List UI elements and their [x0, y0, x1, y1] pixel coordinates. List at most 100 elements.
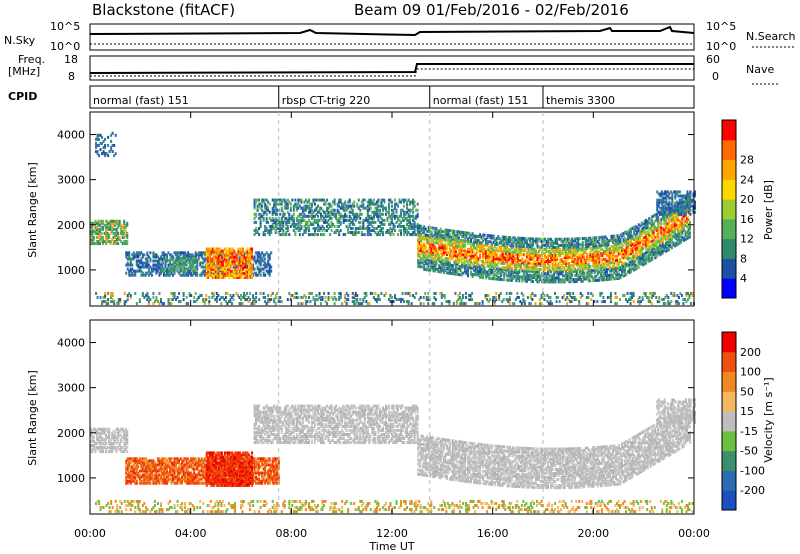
- range-gate-cell: [565, 272, 568, 276]
- range-gate-cell: [596, 258, 599, 262]
- range-gate-cell: [536, 272, 539, 276]
- range-gate-cell: [595, 244, 598, 248]
- range-gate-cell: [639, 232, 642, 236]
- range-gate-cell: [664, 229, 667, 233]
- range-gate-cell: [345, 224, 348, 228]
- range-gate-cell: [639, 224, 642, 228]
- range-gate-cell: [232, 263, 235, 267]
- range-gate-cell: [407, 220, 410, 224]
- range-gate-cell: [513, 270, 516, 274]
- range-gate-cell: [245, 257, 248, 261]
- range-gate-cell: [184, 257, 187, 261]
- range-gate-cell: [251, 273, 254, 277]
- range-gate-cell: [424, 227, 427, 231]
- range-gate-cell: [459, 246, 462, 250]
- range-gate-cell: [407, 208, 410, 212]
- range-gate-cell: [510, 250, 513, 254]
- range-gate-cell: [648, 247, 651, 251]
- range-gate-cell: [507, 278, 510, 282]
- range-gate-cell: [607, 243, 610, 247]
- range-gate-cell: [211, 275, 214, 279]
- range-gate-cell: [470, 246, 473, 250]
- range-gate-cell: [605, 277, 608, 281]
- range-gate-cell: [433, 230, 436, 234]
- range-gate-cell: [655, 245, 658, 249]
- range-gate-cell: [420, 251, 423, 255]
- range-gate-cell: [347, 218, 350, 222]
- range-gate-cell: [539, 237, 542, 241]
- range-gate-cell: [492, 252, 495, 256]
- range-gate-cell: [637, 241, 640, 245]
- range-gate-cell: [202, 261, 205, 265]
- range-gate-cell: [661, 233, 664, 237]
- range-gate-cell: [592, 262, 595, 266]
- range-gate-cell: [410, 233, 413, 237]
- range-gate-cell: [624, 251, 627, 255]
- range-gate-cell: [264, 204, 267, 208]
- range-gate-cell: [575, 245, 578, 249]
- range-gate-cell: [182, 261, 185, 265]
- range-gate-cell: [235, 263, 238, 267]
- range-gate-cell: [581, 275, 584, 279]
- range-gate-cell: [509, 238, 512, 242]
- range-gate-cell: [559, 268, 562, 272]
- range-gate-cell: [454, 234, 457, 238]
- range-gate-cell: [226, 265, 229, 269]
- range-gate-cell: [507, 256, 510, 260]
- range-gate-cell: [666, 214, 669, 218]
- range-gate-cell: [667, 229, 670, 233]
- range-gate-cell: [681, 217, 684, 221]
- range-gate-cell: [335, 214, 338, 218]
- range-gate-cell: [426, 256, 429, 260]
- range-gate-cell: [545, 278, 548, 282]
- range-gate-cell: [313, 202, 316, 206]
- range-gate-cell: [143, 253, 146, 257]
- range-gate-cell: [548, 266, 551, 270]
- range-gate-cell: [457, 254, 460, 258]
- range-gate-cell: [521, 245, 524, 249]
- range-gate-cell: [667, 231, 670, 235]
- range-gate-cell: [501, 265, 504, 269]
- range-gate-cell: [658, 251, 661, 255]
- range-gate-cell: [584, 236, 587, 240]
- range-gate-cell: [611, 275, 614, 279]
- range-gate-cell: [177, 265, 180, 269]
- range-gate-cell: [577, 247, 580, 251]
- range-gate-cell: [521, 277, 524, 281]
- range-gate-cell: [613, 263, 616, 267]
- range-gate-cell: [655, 228, 658, 232]
- range-gate-cell: [613, 265, 616, 269]
- range-gate-cell: [146, 271, 149, 275]
- range-gate-cell: [208, 257, 211, 261]
- range-gate-cell: [592, 244, 595, 248]
- range-gate-cell: [445, 271, 448, 275]
- range-gate-cell: [207, 257, 210, 261]
- range-gate-cell: [470, 254, 473, 258]
- range-gate-cell: [193, 255, 196, 259]
- range-gate-cell: [604, 259, 607, 263]
- range-gate-cell: [519, 275, 522, 279]
- range-gate-cell: [403, 224, 406, 228]
- range-gate-cell: [559, 243, 562, 247]
- range-gate-cell: [286, 226, 289, 230]
- range-gate-cell: [509, 272, 512, 276]
- range-gate-cell: [152, 255, 155, 259]
- range-gate-cell: [547, 254, 550, 258]
- range-gate-cell: [273, 218, 276, 222]
- range-gate-cell: [531, 267, 534, 271]
- range-gate-cell: [138, 267, 141, 271]
- range-gate-cell: [568, 261, 571, 265]
- range-gate-cell: [317, 218, 320, 222]
- nsearch-label: N.Search: [746, 30, 796, 43]
- range-gate-cell: [292, 224, 295, 228]
- range-gate-cell: [622, 274, 625, 278]
- range-gate-cell: [547, 278, 550, 282]
- range-gate-cell: [109, 227, 112, 231]
- range-gate-cell: [384, 206, 387, 210]
- range-gate-cell: [111, 238, 114, 242]
- range-gate-cell: [506, 266, 509, 270]
- range-gate-cell: [575, 271, 578, 275]
- range-gate-cell: [584, 251, 587, 255]
- range-gate-cell: [639, 262, 642, 266]
- range-gate-cell: [634, 249, 637, 253]
